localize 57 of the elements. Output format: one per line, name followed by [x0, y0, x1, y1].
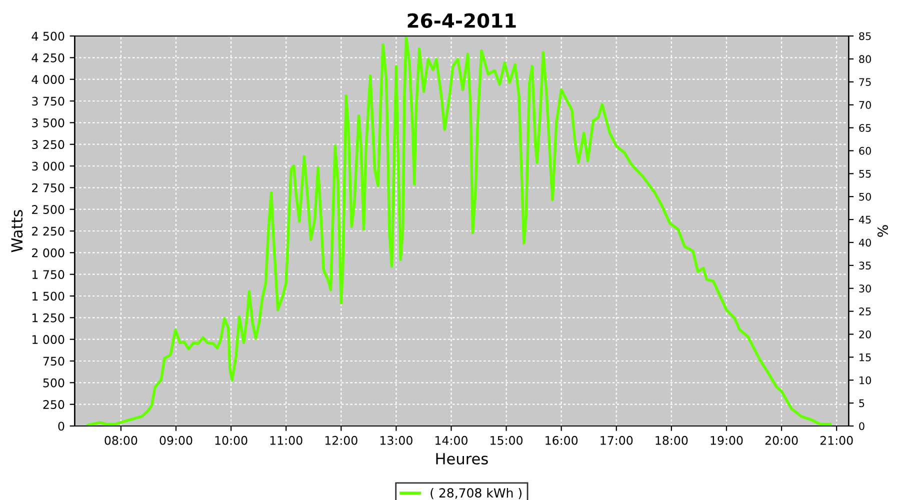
y2-tick-label: 5 [859, 399, 864, 408]
x-tick-label: 10:00 [215, 436, 248, 445]
x-tick-label: 13:00 [380, 436, 412, 445]
x-tick-label: 16:00 [546, 436, 578, 445]
y2-tick-label: 45 [858, 216, 871, 224]
y2-axis-title: % [877, 225, 888, 237]
x-tick-label: 20:00 [765, 436, 798, 445]
y2-tick-label: 25 [859, 308, 871, 316]
y-tick-label: 4 500 [32, 32, 64, 41]
x-tick-label: 09:00 [160, 436, 192, 445]
x-tick-label: 21:00 [820, 436, 853, 445]
y-tick-label: 2 500 [32, 205, 64, 214]
y2-tick-label: 50 [859, 192, 871, 201]
y-tick-label: 4 000 [32, 75, 64, 84]
y2-tick-label: 35 [859, 262, 871, 270]
y-tick-label: 750 [43, 356, 64, 366]
y-tick-label: 1 750 [32, 270, 64, 279]
x-tick-label: 19:00 [710, 436, 743, 445]
y-tick-label: 4 250 [32, 53, 64, 62]
y-tick-label: 1 500 [32, 292, 64, 301]
y2-tick-label: 30 [859, 284, 871, 292]
y2-tick-label: 20 [859, 330, 871, 338]
y2-tick-label: 65 [859, 124, 871, 132]
y-tick-label: 2 250 [32, 226, 64, 236]
y-tick-label: 1 000 [32, 335, 64, 344]
y2-tick-label: 60 [859, 146, 871, 155]
y-tick-label: 3 000 [32, 162, 64, 171]
y2-tick-label: 80 [859, 55, 871, 64]
y2-tick-label: 40 [858, 238, 871, 247]
y2-tick-label: 85 [859, 32, 871, 40]
chart-title: 26-4-2011 [408, 13, 516, 28]
y2-tick-label: 75 [859, 78, 871, 86]
y2-tick-label: 0 [859, 422, 864, 430]
x-tick-label: 17:00 [600, 436, 633, 445]
x-tick-label: 14:00 [436, 436, 468, 445]
y2-tick-label: 55 [859, 170, 871, 178]
y-tick-label: 3 750 [32, 96, 64, 106]
y-tick-label: 3 500 [32, 118, 64, 128]
y-tick-label: 2 750 [32, 183, 64, 192]
y-tick-label: 3 250 [32, 140, 64, 149]
y-tick-label: 0 [58, 422, 64, 431]
y-tick-label: 250 [43, 400, 64, 409]
y2-tick-label: 15 [860, 354, 871, 362]
x-tick-label: 15:00 [490, 436, 523, 445]
y2-tick-label: 70 [859, 101, 871, 109]
x-tick-label: 18:00 [656, 436, 688, 445]
y-tick-label: 1 250 [32, 313, 64, 322]
x-axis-title: Heures [436, 453, 488, 465]
y2-tick-label: 10 [860, 376, 871, 384]
x-tick-label: 12:00 [325, 436, 358, 445]
x-tick-label: 11:00 [270, 436, 302, 445]
y-tick-label: 500 [43, 378, 64, 388]
legend-label: ( 28,708 kWh ) [430, 488, 522, 500]
line-series [86, 36, 832, 426]
x-tick-label: 08:00 [104, 436, 138, 445]
y-axis-title: Watts [11, 210, 23, 252]
y-tick-label: 2 000 [32, 248, 64, 258]
